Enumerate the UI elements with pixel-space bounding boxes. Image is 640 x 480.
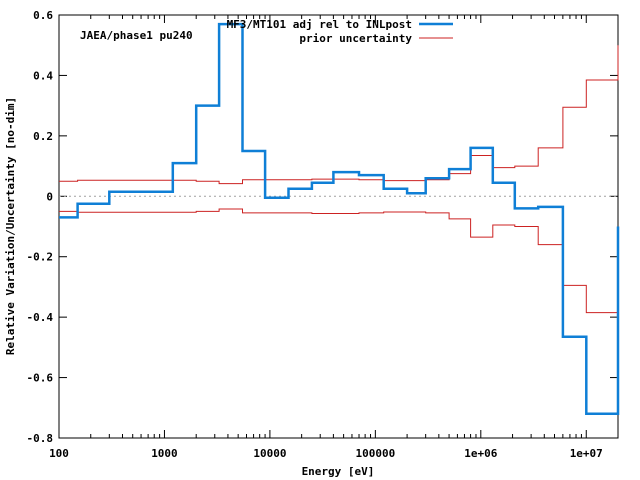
x-axis-title: Energy [eV]: [302, 465, 375, 478]
y-tick-label: -0.6: [27, 372, 54, 385]
series-prior-lower: [59, 208, 619, 348]
legend: MF3/MT101 adj rel to INLpost prior uncer…: [227, 18, 453, 45]
x-tick-label: 1000: [151, 447, 178, 460]
x-tick-label: 1e+07: [570, 447, 603, 460]
x-tick-label: 1e+06: [464, 447, 497, 460]
axis-ticks: [58, 14, 618, 439]
y-tick-label: -0.2: [27, 251, 54, 264]
series-layer: [59, 22, 620, 416]
legend-label-adj: MF3/MT101 adj rel to INLpost: [227, 18, 412, 31]
y-tick-label: -0.8: [27, 432, 54, 445]
y-tick-label: 0: [46, 190, 53, 203]
y-tick-label: 0.2: [33, 130, 53, 143]
x-tick-label: 100000: [355, 447, 395, 460]
x-tick-label: 100: [49, 447, 69, 460]
x-tick-label: 10000: [253, 447, 286, 460]
y-axis-title: Relative Variation/Uncertainty [no-dim]: [4, 97, 17, 355]
y-tick-label: 0.4: [33, 69, 53, 82]
axis-tick-labels: 100 1000 10000 100000 1e+06 1e+07 -0.8 -0.6 -0.4…: [27, 9, 603, 460]
y-tick-label: 0.6: [33, 9, 53, 22]
legend-label-prior: prior uncertainty: [299, 32, 412, 45]
series-prior-upper: [59, 45, 619, 185]
annotation-label: JAEA/phase1 pu240: [80, 29, 193, 42]
series-adj: [59, 22, 620, 416]
y-tick-label: -0.4: [27, 311, 54, 324]
